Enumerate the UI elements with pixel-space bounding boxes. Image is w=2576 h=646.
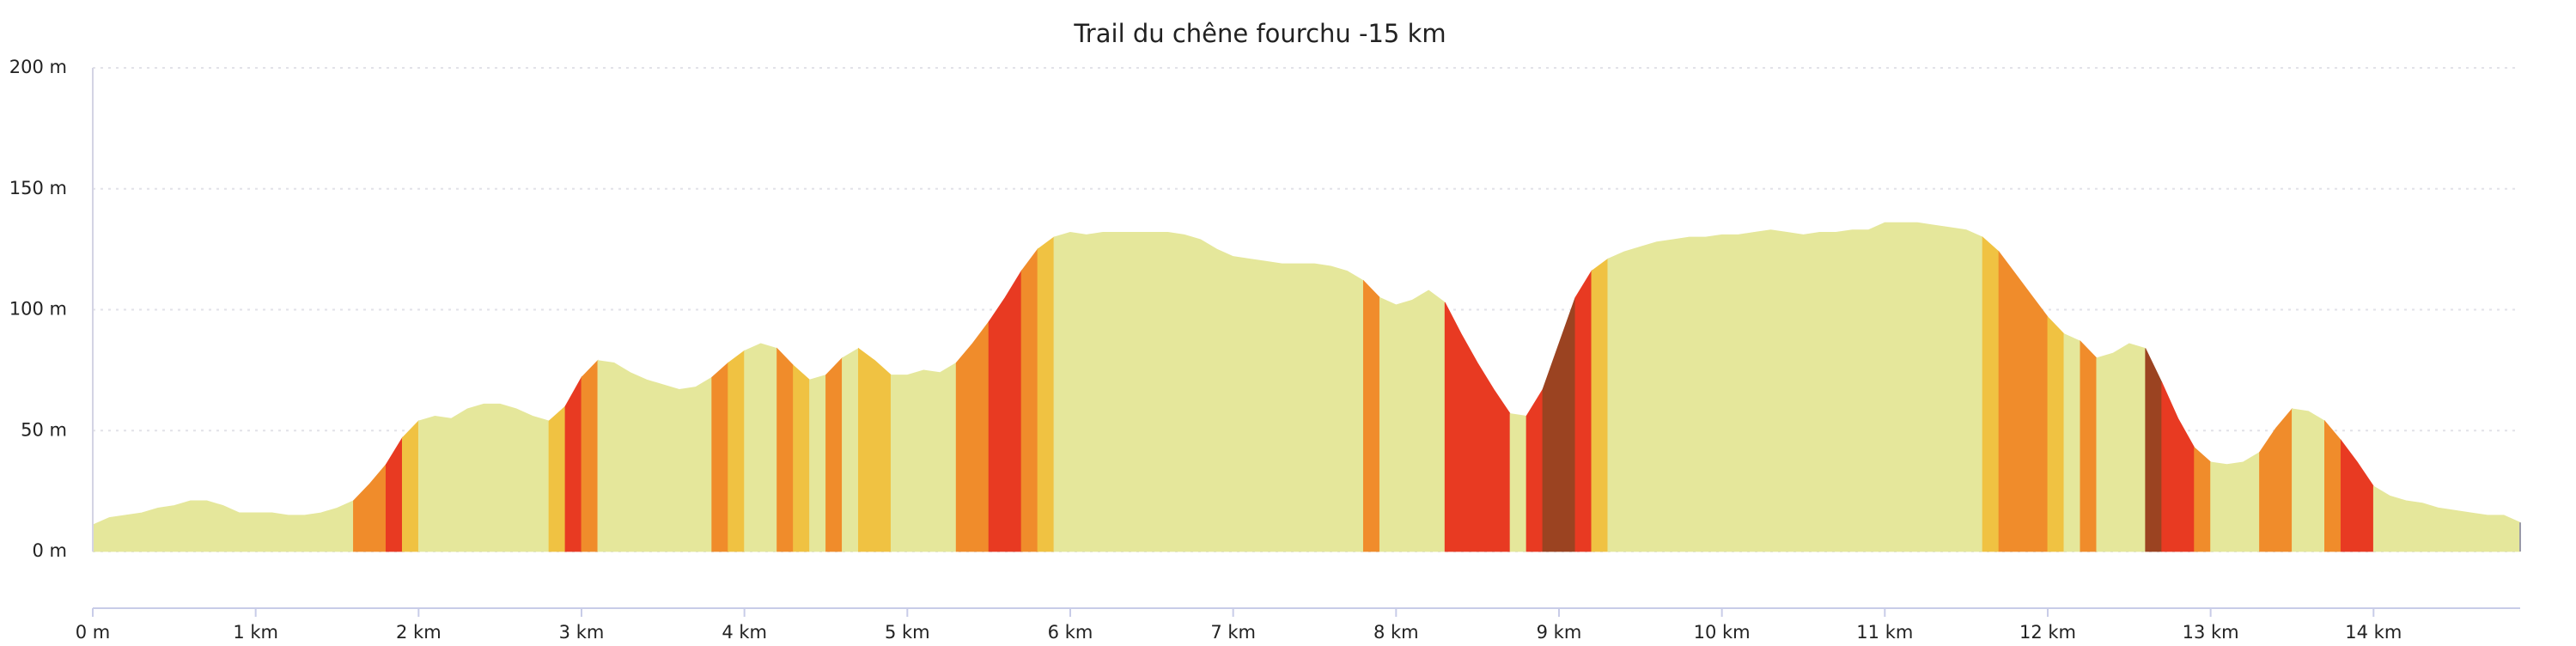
elevation-segment (1037, 236, 1055, 552)
elevation-segment (1379, 289, 1446, 552)
elevation-segment (385, 436, 403, 552)
elevation-segment (1053, 232, 1364, 552)
elevation-segment (2372, 485, 2521, 552)
x-tick-label: 4 km (722, 622, 767, 643)
elevation-segment (1574, 270, 1592, 552)
elevation-segment (890, 362, 957, 552)
elevation-segment (988, 270, 1022, 552)
elevation-segment (2259, 407, 2293, 552)
x-tick-label: 1 km (233, 622, 278, 643)
elevation-segment (2063, 333, 2081, 552)
elevation-segment (2161, 381, 2195, 552)
x-tick-label: 3 km (559, 622, 605, 643)
x-tick-label: 13 km (2183, 622, 2239, 643)
elevation-segment (417, 403, 550, 552)
elevation-segment (1982, 236, 2000, 552)
elevation-segment (842, 347, 859, 552)
elevation-segment (2210, 451, 2260, 552)
elevation-segment (1362, 279, 1380, 552)
elevation-segment (1526, 387, 1544, 552)
elevation-segment (2340, 439, 2374, 552)
x-tick-label: 2 km (396, 622, 442, 643)
x-tick-label: 10 km (1694, 622, 1751, 643)
elevation-segment (711, 362, 729, 552)
elevation-segment (353, 463, 387, 552)
x-tick-label: 5 km (885, 622, 930, 643)
elevation-segment (1591, 258, 1609, 552)
elevation-segment (744, 343, 777, 552)
y-tick-label: 200 m (9, 57, 67, 77)
y-tick-label: 50 m (21, 419, 67, 440)
elevation-segment (955, 320, 990, 552)
elevation-segment (581, 359, 599, 552)
x-tick-label: 8 km (1373, 622, 1419, 643)
x-tick-label: 0 m (76, 622, 111, 643)
x-tick-label: 7 km (1210, 622, 1256, 643)
y-tick-label: 150 m (9, 178, 67, 198)
elevation-segment (1998, 250, 2049, 552)
elevation-segment (2292, 408, 2325, 552)
elevation-segment (728, 350, 746, 552)
elevation-segment (92, 500, 354, 552)
elevation-segment (809, 374, 826, 552)
elevation-segment (401, 419, 419, 552)
elevation-segment (2145, 348, 2163, 552)
elevation-segment (793, 364, 810, 552)
y-tick-label: 100 m (9, 299, 67, 320)
elevation-segment (1444, 302, 1511, 552)
x-tick-label: 6 km (1048, 622, 1093, 643)
elevation-segment (2047, 315, 2065, 552)
elevation-segment (2324, 419, 2342, 552)
elevation-segment (1020, 247, 1038, 552)
x-tick-label: 12 km (2019, 622, 2076, 643)
elevation-segment (597, 360, 713, 552)
elevation-segment (1509, 413, 1527, 552)
elevation-segment (1607, 222, 1983, 552)
elevation-segment (2080, 340, 2098, 552)
elevation-segment (548, 405, 566, 552)
x-tick-label: 9 km (1537, 622, 1582, 643)
x-tick-label: 11 km (1856, 622, 1913, 643)
x-tick-label: 14 km (2345, 622, 2402, 643)
elevation-segment (2194, 447, 2212, 552)
elevation-segment (776, 347, 794, 552)
elevation-segment (858, 347, 892, 552)
elevation-segment (1542, 297, 1576, 552)
chart-title: Trail du chêne fourchu -15 km (1073, 19, 1446, 48)
elevation-segment (564, 375, 582, 552)
elevation-segment (825, 357, 843, 552)
y-tick-label: 0 m (33, 540, 68, 561)
elevation-segment (2096, 343, 2147, 552)
